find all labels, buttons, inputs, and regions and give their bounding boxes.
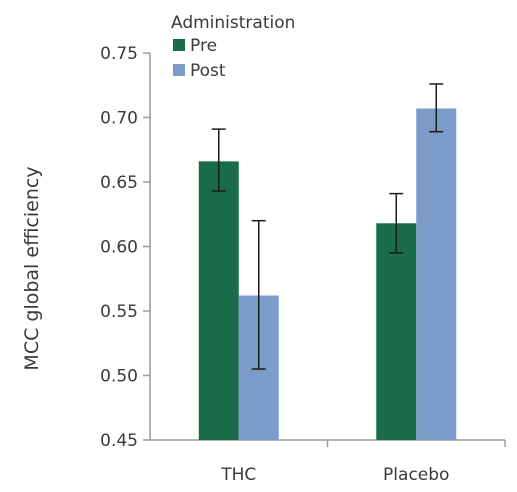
y-tick-label: 0.75 bbox=[100, 44, 138, 64]
legend-title: Administration bbox=[171, 13, 295, 33]
bar-pre-thc bbox=[198, 161, 239, 441]
error-bars bbox=[211, 83, 444, 370]
legend-label-pre: Pre bbox=[190, 36, 217, 56]
legend-swatch-pre bbox=[173, 39, 185, 51]
y-tick-label: 0.50 bbox=[100, 367, 138, 387]
y-tick-label: 0.60 bbox=[100, 238, 138, 258]
y-tick-label: 0.65 bbox=[100, 173, 138, 193]
bars bbox=[198, 108, 457, 441]
labels: 0.45 0.50 0.55 0.60 0.65 0.70 0.75 THC Placebo MC… bbox=[21, 44, 449, 485]
y-axis-label: MCC global efficiency bbox=[21, 166, 43, 370]
legend-label-post: Post bbox=[190, 61, 226, 81]
bar-pre-placebo bbox=[376, 223, 417, 440]
y-tick-label: 0.45 bbox=[100, 431, 138, 451]
x-category-label: THC bbox=[220, 465, 256, 485]
bar-post-placebo bbox=[416, 108, 457, 440]
y-tick-label: 0.55 bbox=[100, 302, 138, 322]
x-category-label: Placebo bbox=[383, 465, 449, 485]
legend-swatch-post bbox=[173, 64, 185, 76]
y-tick-label: 0.70 bbox=[100, 109, 138, 129]
legend: Administration Pre Post bbox=[171, 13, 295, 81]
